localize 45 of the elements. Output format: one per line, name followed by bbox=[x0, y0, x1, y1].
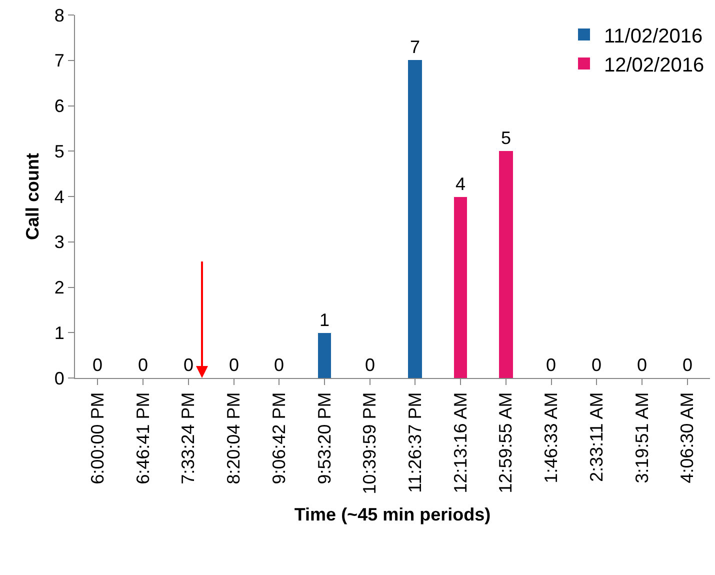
data-label: 0 bbox=[274, 355, 284, 375]
y-tick-label: 7 bbox=[54, 50, 64, 71]
data-label: 1 bbox=[319, 310, 330, 330]
data-label: 0 bbox=[183, 355, 194, 375]
x-tick-label: 12:59:55 AM bbox=[496, 392, 516, 494]
x-tick-label: 2:33:11 AM bbox=[586, 392, 606, 482]
x-tick-label: 6:00:00 PM bbox=[88, 392, 108, 484]
y-tick-label: 6 bbox=[54, 96, 64, 116]
bar bbox=[318, 333, 331, 378]
data-label: 0 bbox=[138, 355, 148, 375]
x-tick-label: 6:46:41 PM bbox=[132, 392, 153, 484]
data-label: 0 bbox=[591, 355, 602, 375]
x-tick-label: 12:13:16 AM bbox=[450, 392, 470, 494]
data-label: 0 bbox=[364, 355, 376, 375]
x-tick-label: 9:06:42 PM bbox=[268, 392, 289, 484]
x-tick-label: 3:19:51 AM bbox=[632, 392, 652, 484]
y-tick-label: 2 bbox=[54, 278, 64, 298]
y-tick-label: 0 bbox=[54, 368, 64, 388]
y-tick-label: 4 bbox=[54, 186, 64, 207]
data-label: 4 bbox=[455, 174, 466, 194]
data-label: 7 bbox=[410, 37, 420, 57]
data-label: 0 bbox=[546, 355, 556, 375]
x-tick-label: 11:26:37 PM bbox=[405, 392, 426, 493]
y-axis-title: Call count bbox=[22, 152, 43, 240]
data-label: 5 bbox=[500, 128, 512, 148]
bar bbox=[499, 151, 513, 378]
x-tick-label: 9:53:20 PM bbox=[314, 392, 334, 484]
data-label: 0 bbox=[228, 355, 240, 375]
y-tick-label: 3 bbox=[54, 232, 64, 252]
data-label: 0 bbox=[682, 355, 693, 375]
x-tick-label: 8:20:04 PM bbox=[224, 392, 244, 484]
x-axis-title: Time (~45 min periods) bbox=[294, 504, 491, 524]
legend-label: 12/02/2016 bbox=[604, 54, 704, 76]
x-tick-label: 4:06:30 AM bbox=[677, 392, 698, 484]
y-tick-label: 8 bbox=[54, 5, 64, 26]
bar bbox=[454, 197, 467, 378]
bar bbox=[408, 60, 422, 378]
x-tick-label: 7:33:24 PM bbox=[178, 392, 198, 484]
legend-label: 11/02/2016 bbox=[604, 25, 703, 48]
data-label: 0 bbox=[92, 355, 103, 375]
x-tick-label: 10:39:59 PM bbox=[360, 392, 380, 494]
y-tick-label: 5 bbox=[54, 141, 64, 162]
y-tick-label: 1 bbox=[54, 322, 64, 343]
data-label: 0 bbox=[636, 355, 648, 375]
x-tick-label: 1:46:33 AM bbox=[541, 392, 562, 484]
